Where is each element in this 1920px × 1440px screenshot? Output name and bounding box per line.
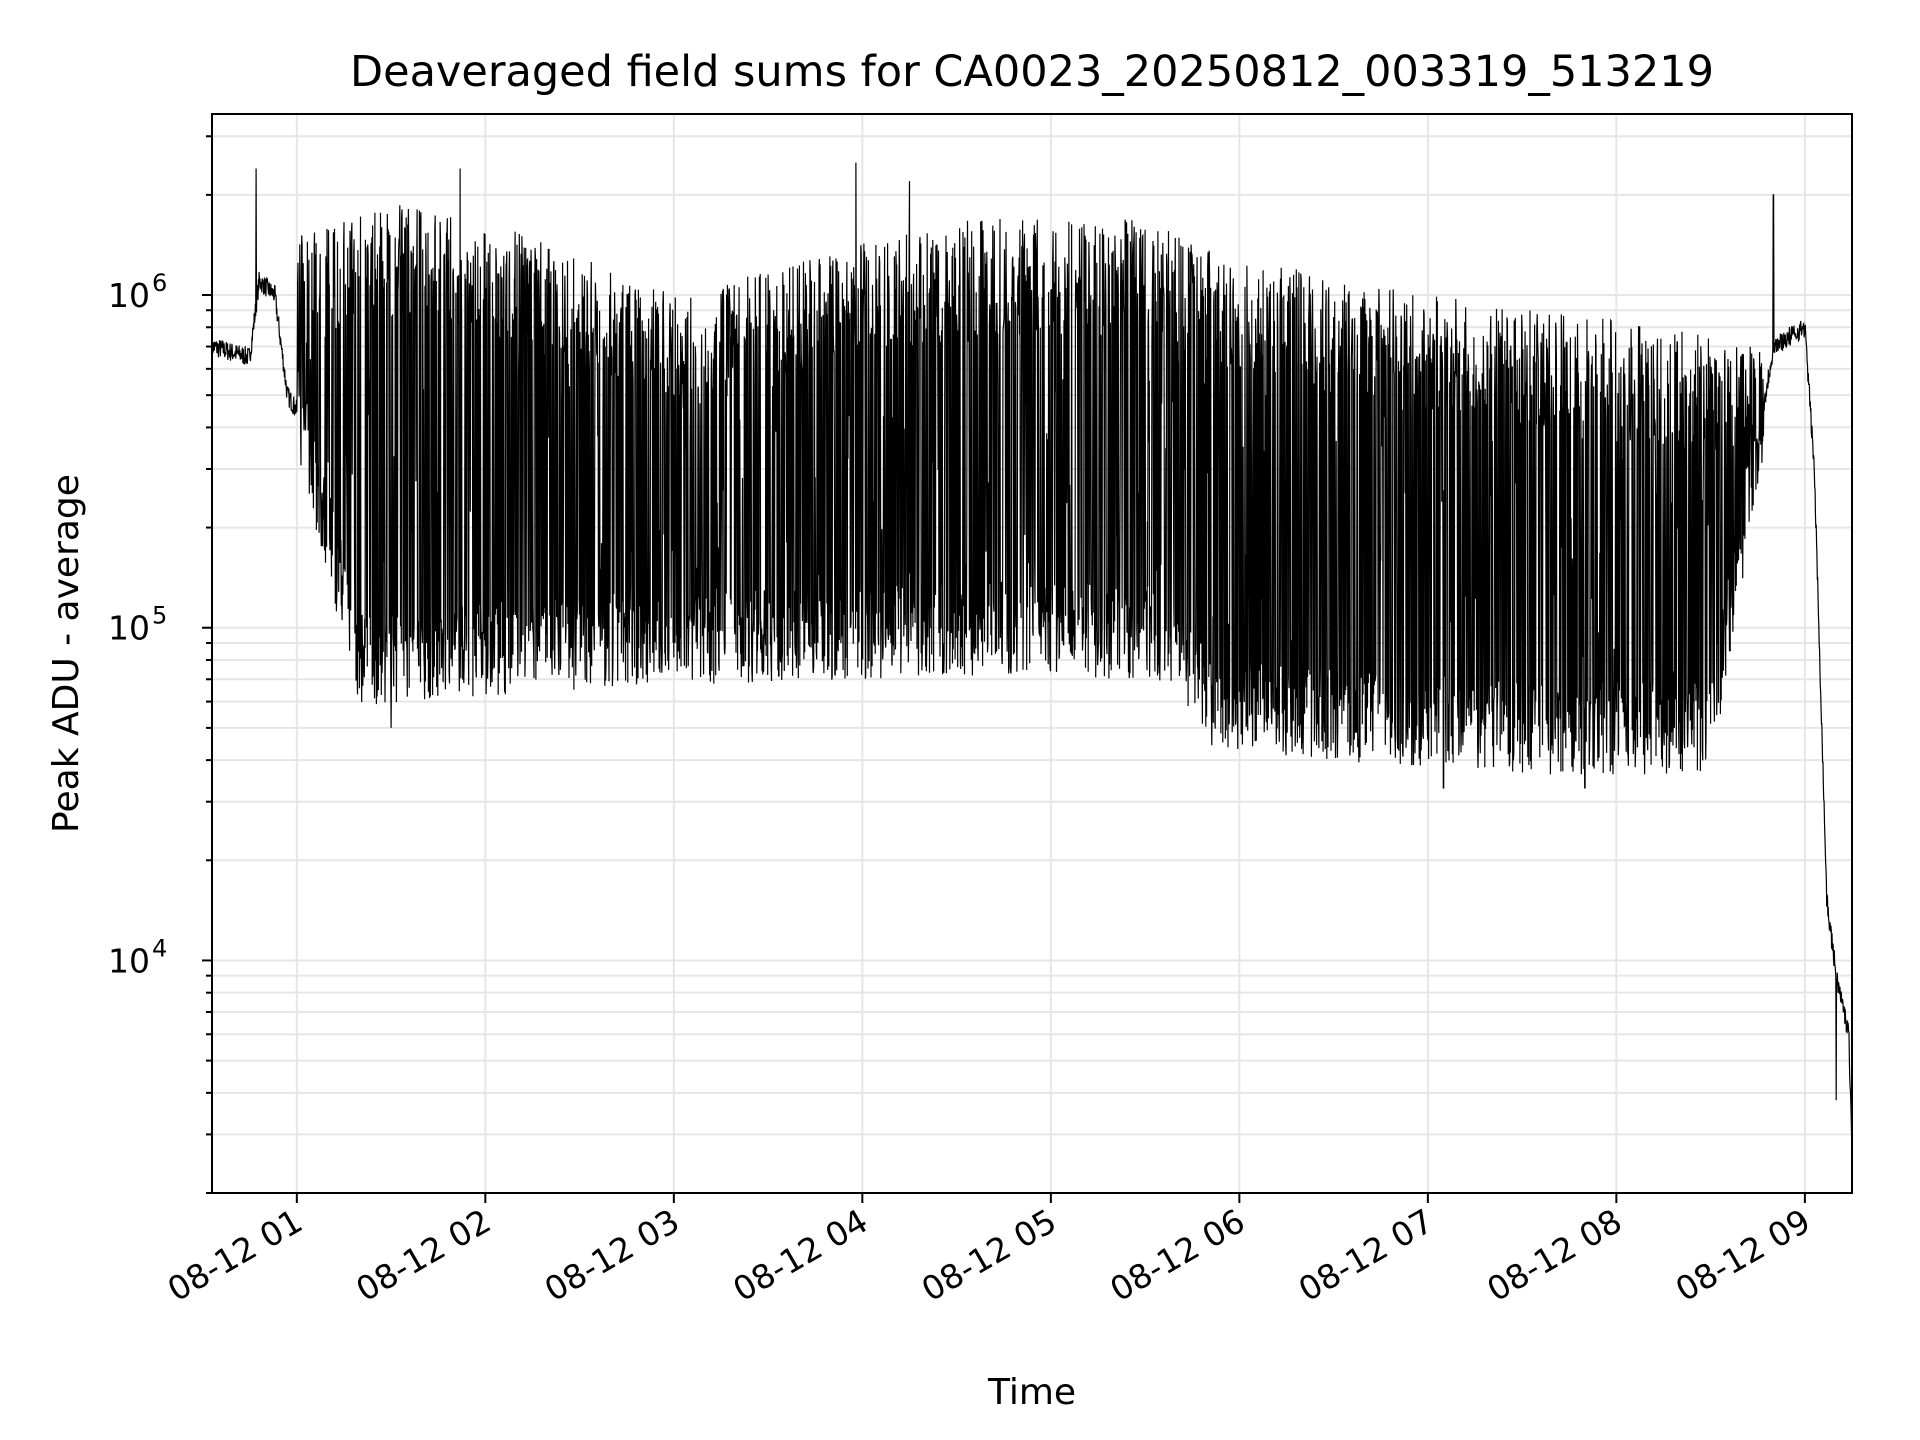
plot-area-frame [211, 113, 1853, 1194]
y-tick-label: 10 [108, 941, 150, 980]
y-tick-label: 10 [108, 609, 150, 648]
y-tick-exponent: 6 [152, 269, 167, 297]
y-tick-exponent: 4 [152, 934, 167, 962]
chart-title: Deaveraged field sums for CA0023_2025081… [350, 47, 1714, 97]
y-axis-label: Peak ADU - average [46, 474, 87, 833]
series-line [212, 162, 1852, 1138]
y-tick-label: 10 [108, 276, 150, 315]
x-axis-label: Time [987, 1372, 1076, 1413]
y-tick-exponent: 5 [152, 602, 167, 630]
